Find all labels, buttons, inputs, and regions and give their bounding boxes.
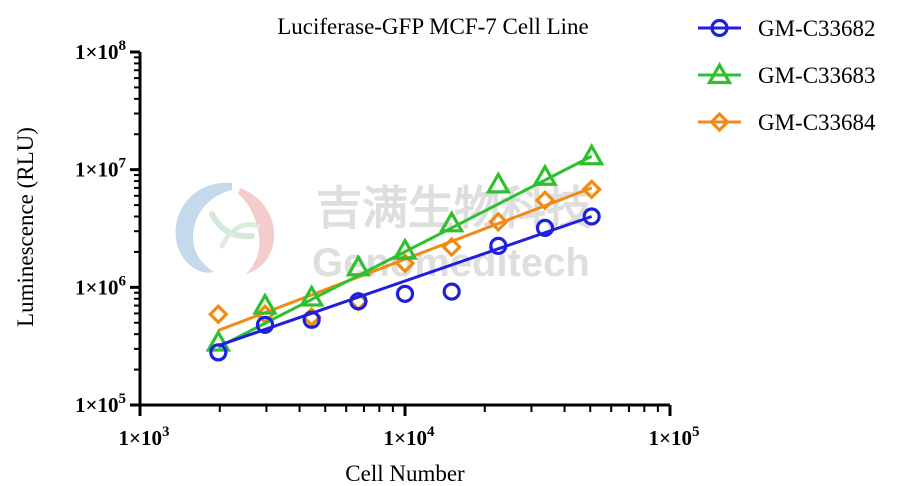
data-point <box>441 236 462 258</box>
data-point <box>532 163 558 186</box>
data-point <box>485 171 512 194</box>
data-point <box>298 284 325 307</box>
data-point <box>349 292 368 311</box>
data-point <box>252 292 278 315</box>
legend-item: GM-C33682 <box>698 16 876 41</box>
data-point <box>345 254 372 277</box>
data-point <box>535 218 555 237</box>
legend-item: GM-C33684 <box>698 110 876 135</box>
data-point <box>534 189 556 211</box>
watermark-logo <box>175 182 275 274</box>
legend-label: GM-C33683 <box>758 63 876 88</box>
data-point <box>489 236 508 255</box>
data-point <box>578 143 605 166</box>
data-point <box>302 310 321 329</box>
y-tick-label: 1×107 <box>75 156 126 182</box>
series-GM-C33682 <box>209 207 601 362</box>
fit-line <box>217 215 593 347</box>
legend-label: GM-C33682 <box>758 16 876 41</box>
x-tick-label: 1×103 <box>119 424 170 450</box>
data-point <box>488 211 509 233</box>
x-tick-label: 1×104 <box>384 424 435 450</box>
legend-marker <box>710 18 729 38</box>
data-point <box>255 315 275 334</box>
x-tick-label: 1×105 <box>649 424 700 450</box>
legend-item: GM-C33683 <box>698 61 876 88</box>
y-axis-label: Luminescence (RLU) <box>13 127 38 327</box>
data-point <box>392 237 418 260</box>
data-point <box>394 253 416 274</box>
chart-title: Luciferase-GFP MCF-7 Cell Line <box>277 14 589 39</box>
data-point <box>438 210 465 233</box>
legend-marker <box>706 61 733 85</box>
data-point <box>581 179 602 200</box>
data-point <box>442 282 461 301</box>
data-point <box>205 329 232 352</box>
legend: GM-C33682 GM-C33683 GM-C33684 <box>698 16 876 135</box>
data-point <box>208 304 229 325</box>
x-axis-label: Cell Number <box>345 461 465 486</box>
series-layer <box>205 143 605 362</box>
data-point <box>209 343 228 362</box>
legend-marker <box>709 111 730 133</box>
data-point <box>582 207 601 226</box>
y-tick-label: 1×105 <box>75 391 126 417</box>
y-tick-label: 1×108 <box>75 38 126 64</box>
watermark: 吉满生物科技 Genomeditech <box>175 181 592 285</box>
legend-label: GM-C33684 <box>758 110 876 135</box>
data-point <box>395 284 415 303</box>
series-GM-C33683 <box>205 143 605 352</box>
y-tick-label: 1×106 <box>75 273 126 299</box>
axes: 1×105 1×106 1×107 1×108 1×103 1×104 1×105 <box>75 38 699 450</box>
fit-line <box>217 154 593 349</box>
